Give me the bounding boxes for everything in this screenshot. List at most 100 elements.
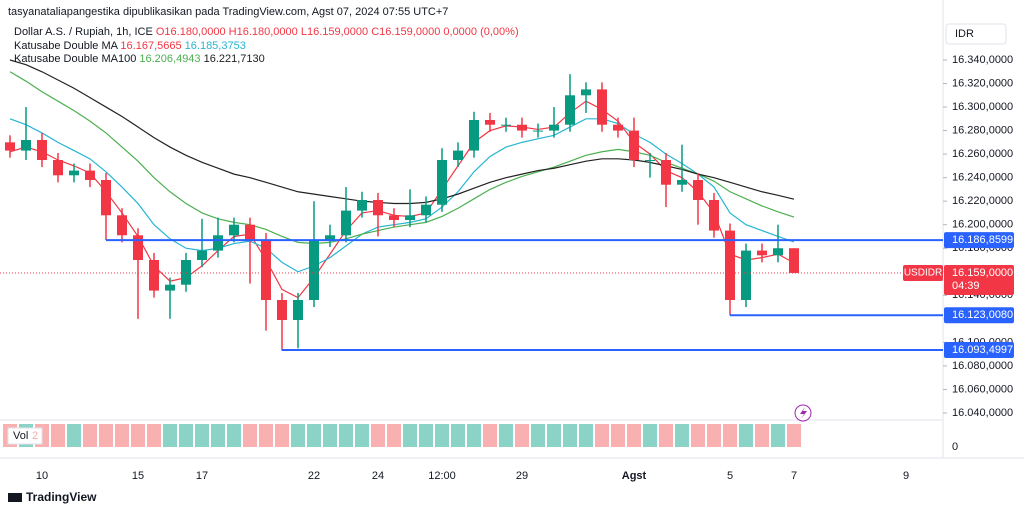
countdown: 04:39 (952, 280, 980, 292)
x-tick-label: 15 (132, 470, 144, 482)
volume-bar (83, 424, 97, 447)
indicator-name: Katusabe Double MA (14, 40, 119, 52)
x-tick-label: 5 (727, 470, 733, 482)
level-label-box (944, 307, 1014, 324)
candle-body (709, 200, 719, 231)
brand-logo (8, 493, 22, 502)
volume-bar (611, 424, 625, 447)
ohlc-value: O16.180,0000 (156, 26, 226, 38)
volume-bar (515, 424, 529, 447)
candle-body (661, 160, 671, 185)
x-tick-label: 17 (196, 470, 208, 482)
candle-body (693, 180, 703, 200)
indicator-legend: Katusabe Double MA 16.167,5665 16.185,37… (14, 40, 246, 52)
candle-body (581, 89, 591, 96)
y-tick-label: 16.260,0000 (952, 148, 1013, 160)
attribution: tasyanataliapangestika dipublikasikan pa… (8, 6, 448, 18)
volume-bar (275, 424, 289, 447)
candle-body (501, 124, 511, 126)
volume-bar (147, 424, 161, 447)
candle-body (85, 170, 95, 180)
x-tick-label: 24 (372, 470, 384, 482)
indicator-value: 16.185,3753 (185, 40, 246, 52)
volume-bar (339, 424, 353, 447)
volume-bar (643, 424, 657, 447)
level-label-box (944, 232, 1014, 249)
x-tick-label: 29 (516, 470, 528, 482)
y-tick-label: 16.280,0000 (952, 124, 1013, 136)
volume-tick-label: 0 (952, 441, 958, 453)
candle-body (341, 210, 351, 236)
level-label: 16.123,0080 (952, 309, 1013, 321)
volume-bar (579, 424, 593, 447)
symbol-title: Dollar A.S. / Rupiah, 1h, ICE O16.180,00… (14, 26, 519, 38)
x-tick-label: 7 (791, 470, 797, 482)
candle-body (165, 284, 175, 291)
volume-bar (675, 424, 689, 447)
volume-bar (739, 424, 753, 447)
volume-bar (419, 424, 433, 447)
symbol-title-text: Dollar A.S. / Rupiah, 1h, ICE (14, 26, 153, 38)
volume-bar (291, 424, 305, 447)
marks (3, 59, 801, 447)
volume-bar (387, 424, 401, 447)
x-tick-label: 9 (903, 470, 909, 482)
candle-body (389, 215, 399, 220)
candle-body (645, 160, 655, 161)
indicator-name: Katusabe Double MA100 (14, 53, 136, 65)
volume-bar (627, 424, 641, 447)
candle-body (597, 89, 607, 125)
candle-body (549, 124, 559, 131)
legend: Dollar A.S. / Rupiah, 1h, ICE O16.180,00… (14, 26, 519, 65)
candle-body (789, 248, 799, 273)
candle-body (725, 230, 735, 300)
y-tick-label: 16.080,0000 (952, 360, 1013, 372)
volume-bar (243, 424, 257, 447)
x-tick-label: Agst (622, 470, 647, 482)
level-label-box (944, 342, 1014, 359)
volume-bar (771, 424, 785, 447)
candle-body (485, 120, 495, 125)
volume-bar (131, 424, 145, 447)
volume-bar (595, 424, 609, 447)
volume-bar (467, 424, 481, 447)
candle-body (773, 248, 783, 256)
y-tick-label: 16.340,0000 (952, 54, 1013, 66)
volume-bar (259, 424, 273, 447)
candle-body (613, 124, 623, 131)
candle-body (53, 160, 63, 176)
candle-body (309, 240, 319, 300)
candle-body (261, 240, 271, 300)
volume-bar (307, 424, 321, 447)
volume-bar (723, 424, 737, 447)
volume-bar (67, 424, 81, 447)
volume-bar (531, 424, 545, 447)
volume-bar (99, 424, 113, 447)
ma-line (9, 118, 795, 273)
volume-bar (659, 424, 673, 447)
ohlc-value: 0,0000 (0,00%) (443, 26, 518, 38)
candle-body (101, 180, 111, 216)
indicator-value: 16.221,7130 (204, 53, 265, 65)
volume-bar (707, 424, 721, 447)
candle-body (197, 250, 207, 260)
brand: TradingView (26, 490, 97, 504)
candle-body (5, 142, 15, 151)
y-tick-label: 16.040,0000 (952, 407, 1013, 419)
y-tick-label: 16.220,0000 (952, 195, 1013, 207)
volume-bar (483, 424, 497, 447)
x-tick-label: 22 (308, 470, 320, 482)
candle-body (277, 300, 287, 320)
volume-bar (403, 424, 417, 447)
volume-bar (787, 424, 801, 447)
candle-body (517, 124, 527, 131)
volume-legend-box (7, 427, 43, 445)
candle-body (405, 215, 415, 220)
volume-bar (195, 424, 209, 447)
currency-box[interactable] (945, 23, 1007, 45)
ohlc-value: C16.159,0000 (371, 26, 440, 38)
indicator-legend: Katusabe Double MA100 16.206,4943 16.221… (14, 53, 265, 65)
volume-bar (691, 424, 705, 447)
volume-bar (355, 424, 369, 447)
